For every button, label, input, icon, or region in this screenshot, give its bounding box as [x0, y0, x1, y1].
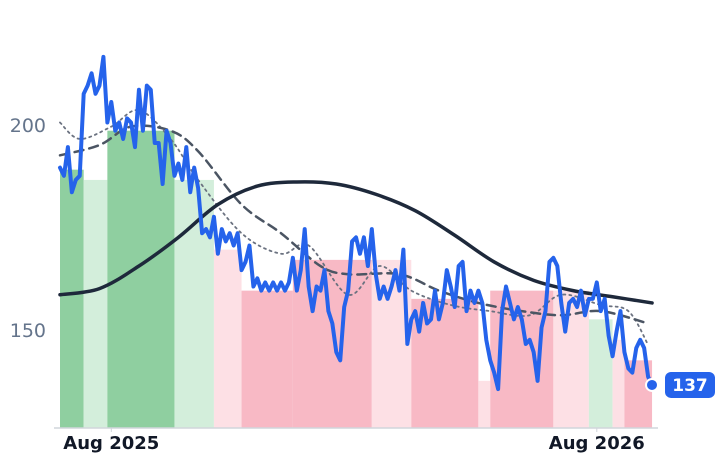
band — [292, 259, 372, 428]
lines: 137 — [58, 54, 715, 398]
band — [213, 249, 242, 428]
band — [612, 339, 625, 428]
y-tick-label: 150 — [10, 320, 46, 342]
price-line — [58, 54, 655, 392]
band — [174, 179, 214, 428]
band — [588, 319, 613, 428]
x-tick-label: Aug 2026 — [549, 433, 645, 454]
last-value-dot — [645, 377, 659, 392]
axes: 150 200 Aug 2025 Aug 2026 — [10, 115, 658, 454]
band — [478, 380, 491, 428]
band — [83, 179, 108, 428]
bands — [60, 130, 653, 428]
moving-average-line — [58, 180, 654, 305]
band — [241, 290, 293, 428]
x-tick-label: Aug 2025 — [63, 433, 159, 454]
last-value-badge — [665, 371, 715, 398]
band — [60, 169, 84, 428]
last-value-label: 137 — [672, 376, 708, 396]
y-tick-label: 200 — [10, 115, 46, 137]
